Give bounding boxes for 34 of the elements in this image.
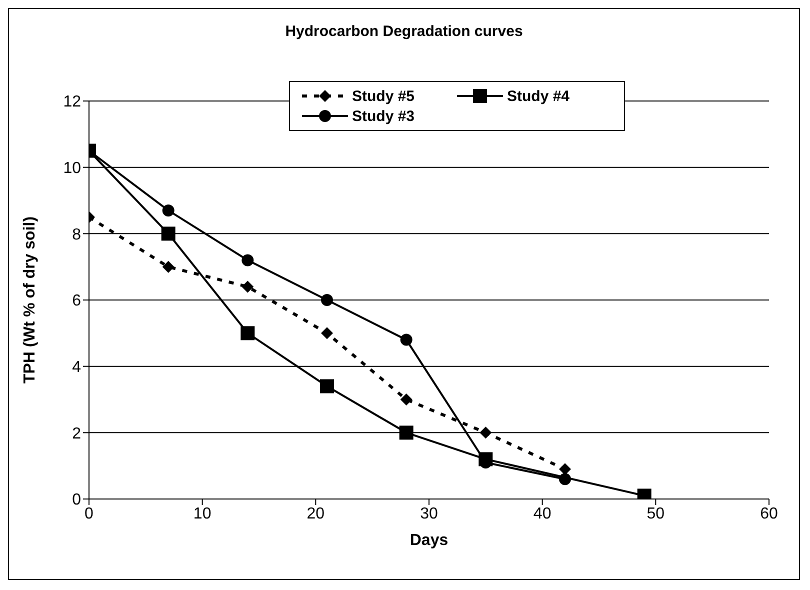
y-tick-label: 2 bbox=[72, 425, 82, 442]
point bbox=[321, 294, 333, 306]
x-axis-title: Days bbox=[410, 532, 448, 549]
x-tick-label: 20 bbox=[306, 505, 325, 522]
point bbox=[321, 327, 333, 340]
point bbox=[162, 204, 174, 216]
legend-label: Study #3 bbox=[352, 108, 415, 124]
x-tick-label: 50 bbox=[646, 505, 665, 522]
y-tick-label: 6 bbox=[72, 292, 82, 310]
point bbox=[480, 426, 492, 439]
y-axis-title: TPH (Wt % of dry soil) bbox=[22, 216, 39, 384]
point bbox=[400, 394, 412, 406]
y-tick-label: 4 bbox=[72, 359, 82, 376]
point bbox=[161, 226, 176, 241]
legend-label: Study #4 bbox=[507, 88, 570, 104]
point bbox=[399, 426, 414, 440]
x-tick-label: 30 bbox=[420, 505, 438, 522]
point bbox=[559, 473, 571, 486]
legend-label: Study #5 bbox=[352, 88, 415, 104]
chart-title: Hydrocarbon Degradation curves bbox=[284, 23, 524, 40]
y-tick-label: 12 bbox=[63, 94, 82, 111]
point bbox=[242, 280, 254, 293]
y-tick-label: 0 bbox=[72, 492, 82, 509]
x-tick-label: 10 bbox=[193, 505, 212, 522]
x-tick-label: 0 bbox=[84, 505, 94, 522]
x-tick-label: 40 bbox=[533, 505, 552, 522]
x-tick-label: 60 bbox=[760, 505, 778, 522]
point bbox=[242, 254, 254, 266]
point bbox=[162, 260, 174, 273]
point bbox=[400, 334, 412, 346]
point bbox=[320, 379, 334, 394]
point bbox=[240, 326, 255, 340]
y-tick-label: 8 bbox=[72, 226, 82, 244]
y-tick-label: 10 bbox=[63, 160, 82, 178]
